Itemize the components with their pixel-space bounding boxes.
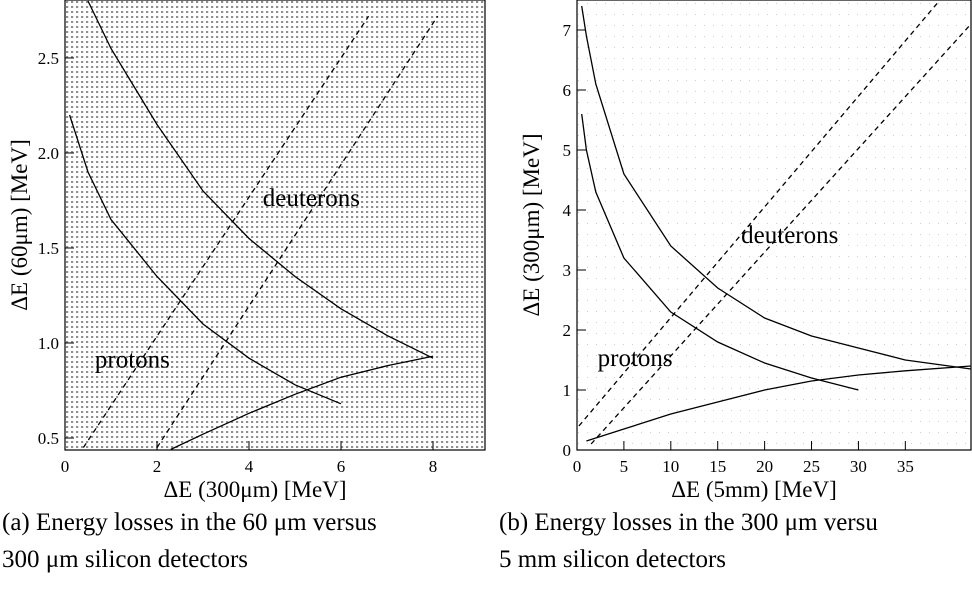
- y-tick-label: 1.0: [38, 334, 59, 353]
- y-tick-label: 7: [563, 21, 572, 40]
- x-tick-label: 30: [850, 457, 867, 476]
- axes-frame: [64, 0, 486, 451]
- axes-frame: [576, 0, 972, 451]
- curve: [578, 0, 941, 427]
- annotation: protons: [95, 347, 170, 374]
- curve: [68, 114, 342, 405]
- curve: [581, 5, 971, 370]
- y-tick-label: 1: [563, 381, 572, 400]
- caption-line: 5 mm silicon detectors: [499, 546, 726, 573]
- annotation: deuterons: [263, 185, 360, 212]
- y-tick-label: 2.5: [38, 49, 59, 68]
- x-tick-label: 6: [337, 457, 346, 476]
- y-axis-label: ΔE (300μm) [MeV]: [519, 134, 544, 317]
- y-tick-label: 2: [563, 321, 572, 340]
- curve: [170, 355, 434, 450]
- x-tick-label: 25: [803, 457, 820, 476]
- curve: [87, 0, 434, 359]
- x-tick-label: 0: [573, 457, 582, 476]
- x-axis-label: ΔE (300μm) [MeV]: [164, 477, 347, 502]
- x-tick-label: 15: [709, 457, 726, 476]
- caption-line: (a) Energy losses in the 60 μm versus: [2, 509, 377, 536]
- curve: [156, 15, 439, 448]
- annotation: protons: [598, 345, 673, 372]
- x-tick-label: 35: [897, 457, 914, 476]
- x-tick-label: 2: [153, 457, 162, 476]
- x-tick-label: 0: [61, 457, 70, 476]
- density-background: [577, 0, 971, 450]
- density-background: [65, 0, 485, 450]
- x-tick-label: 20: [756, 457, 773, 476]
- y-axis-label: ΔE (60μm) [MeV]: [7, 139, 32, 310]
- curve: [586, 365, 971, 442]
- y-tick-label: 4: [563, 201, 572, 220]
- curve: [590, 23, 971, 445]
- y-tick-label: 3: [563, 261, 572, 280]
- x-tick-label: 5: [620, 457, 629, 476]
- y-tick-label: 2.0: [38, 144, 59, 163]
- y-tick-label: 0.5: [38, 429, 59, 448]
- y-tick-label: 1.5: [38, 239, 59, 258]
- y-tick-label: 5: [563, 141, 572, 160]
- caption-line: (b) Energy losses in the 300 μm versu: [499, 509, 878, 536]
- x-tick-label: 8: [429, 457, 438, 476]
- y-tick-label: 6: [563, 81, 572, 100]
- annotation: deuterons: [741, 222, 838, 249]
- curve: [581, 113, 859, 391]
- x-tick-label: 4: [245, 457, 254, 476]
- x-tick-label: 10: [662, 457, 679, 476]
- plot-area: [68, 0, 439, 450]
- y-tick-label: 0: [563, 441, 572, 460]
- plot-area: [578, 0, 971, 445]
- caption-line: 300 μm silicon detectors: [2, 546, 248, 573]
- x-axis-label: ΔE (5mm) [MeV]: [671, 477, 837, 502]
